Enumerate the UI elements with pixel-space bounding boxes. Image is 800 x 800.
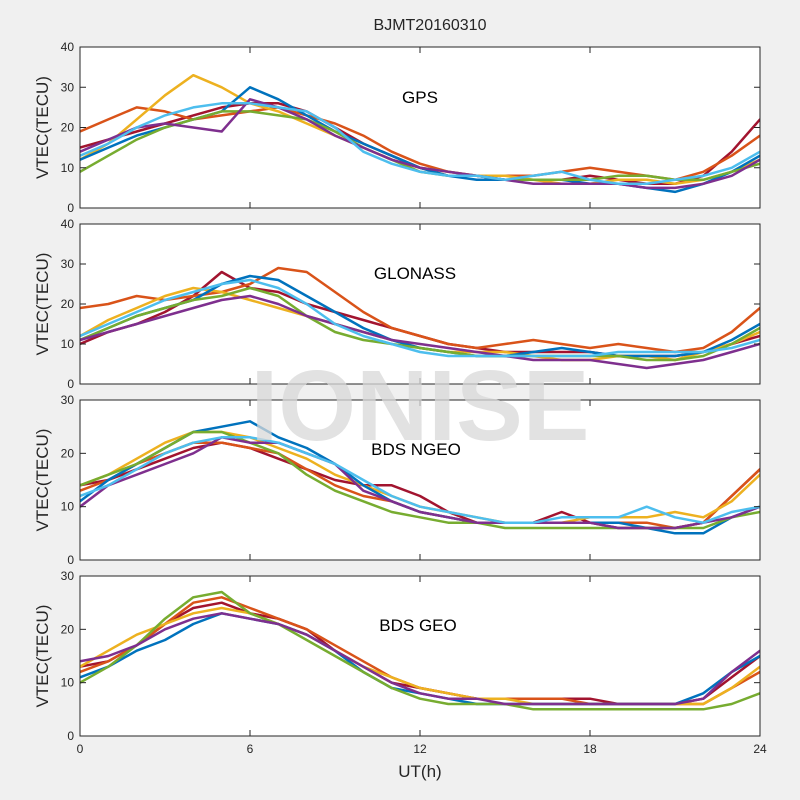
series-group: [80, 73, 760, 194]
series-line-2: [80, 266, 760, 354]
panel-label: GPS: [402, 88, 438, 107]
y-tick-label: 40: [61, 40, 75, 54]
watermark: IONISE: [251, 350, 590, 462]
series-line-6: [80, 294, 760, 370]
y-tick-label: 20: [61, 446, 75, 460]
x-tick-label: 6: [247, 742, 254, 756]
x-tick-label: 12: [413, 742, 427, 756]
series-group: [80, 266, 760, 370]
y-tick-label: 20: [61, 297, 75, 311]
y-tick-label: 0: [67, 729, 74, 743]
y-axis-label: VTEC(TECU): [33, 76, 52, 179]
series-line-7: [80, 436, 760, 524]
y-tick-label: 30: [61, 80, 75, 94]
series-line-5: [80, 590, 760, 711]
series-group: [80, 420, 760, 535]
x-tick-label: 0: [77, 742, 84, 756]
panel-label: GLONASS: [374, 264, 456, 283]
x-tick-label: 24: [753, 742, 767, 756]
y-tick-label: 30: [61, 569, 75, 583]
y-tick-label: 10: [61, 161, 75, 175]
series-group: [80, 590, 760, 711]
y-tick-label: 10: [61, 337, 75, 351]
x-tick-label: 18: [583, 742, 597, 756]
plot-area: [80, 224, 760, 384]
series-line-7: [80, 278, 760, 358]
y-tick-label: 0: [67, 201, 74, 215]
panel-bds-ngeo: 0 10 20 30 VTEC(TECU) BDS NGEO: [33, 393, 761, 567]
y-axis-label: VTEC(TECU): [33, 605, 52, 708]
y-tick-label: 20: [61, 121, 75, 135]
panels: 0 10 20 30 40 VTEC(TECU) GPS 0 10 20 30 40 VTEC(TECU…: [33, 40, 767, 756]
y-tick-label: 40: [61, 217, 75, 231]
panel-label: BDS NGEO: [371, 440, 461, 459]
y-tick-label: 0: [67, 553, 74, 567]
y-tick-label: 30: [61, 393, 75, 407]
series-line-6: [80, 436, 760, 530]
panel-glonass: 0 10 20 30 40 VTEC(TECU) GLONASS: [33, 217, 761, 391]
series-line-6: [80, 612, 760, 706]
y-tick-label: 30: [61, 257, 75, 271]
y-tick-label: 10: [61, 676, 75, 690]
figure-title: BJMT20160310: [374, 17, 487, 34]
series-line-5: [80, 286, 760, 362]
y-axis-label: VTEC(TECU): [33, 429, 52, 532]
y-tick-label: 20: [61, 622, 75, 636]
x-axis-label: UT(h): [398, 762, 441, 781]
y-axis-label: VTEC(TECU): [33, 253, 52, 356]
y-tick-label: 0: [67, 377, 74, 391]
series-line-7: [80, 102, 760, 186]
plot-area: [80, 576, 760, 736]
panel-label: BDS GEO: [379, 616, 456, 635]
plot-area: [80, 400, 760, 560]
series-line-6: [80, 98, 760, 190]
y-tick-label: 10: [61, 500, 75, 514]
panel-gps: 0 10 20 30 40 VTEC(TECU) GPS: [33, 40, 761, 215]
panel-bds-geo: 0 10 20 30 0 6 12 18 24 VTEC(TECU) BDS GEO: [33, 569, 767, 756]
